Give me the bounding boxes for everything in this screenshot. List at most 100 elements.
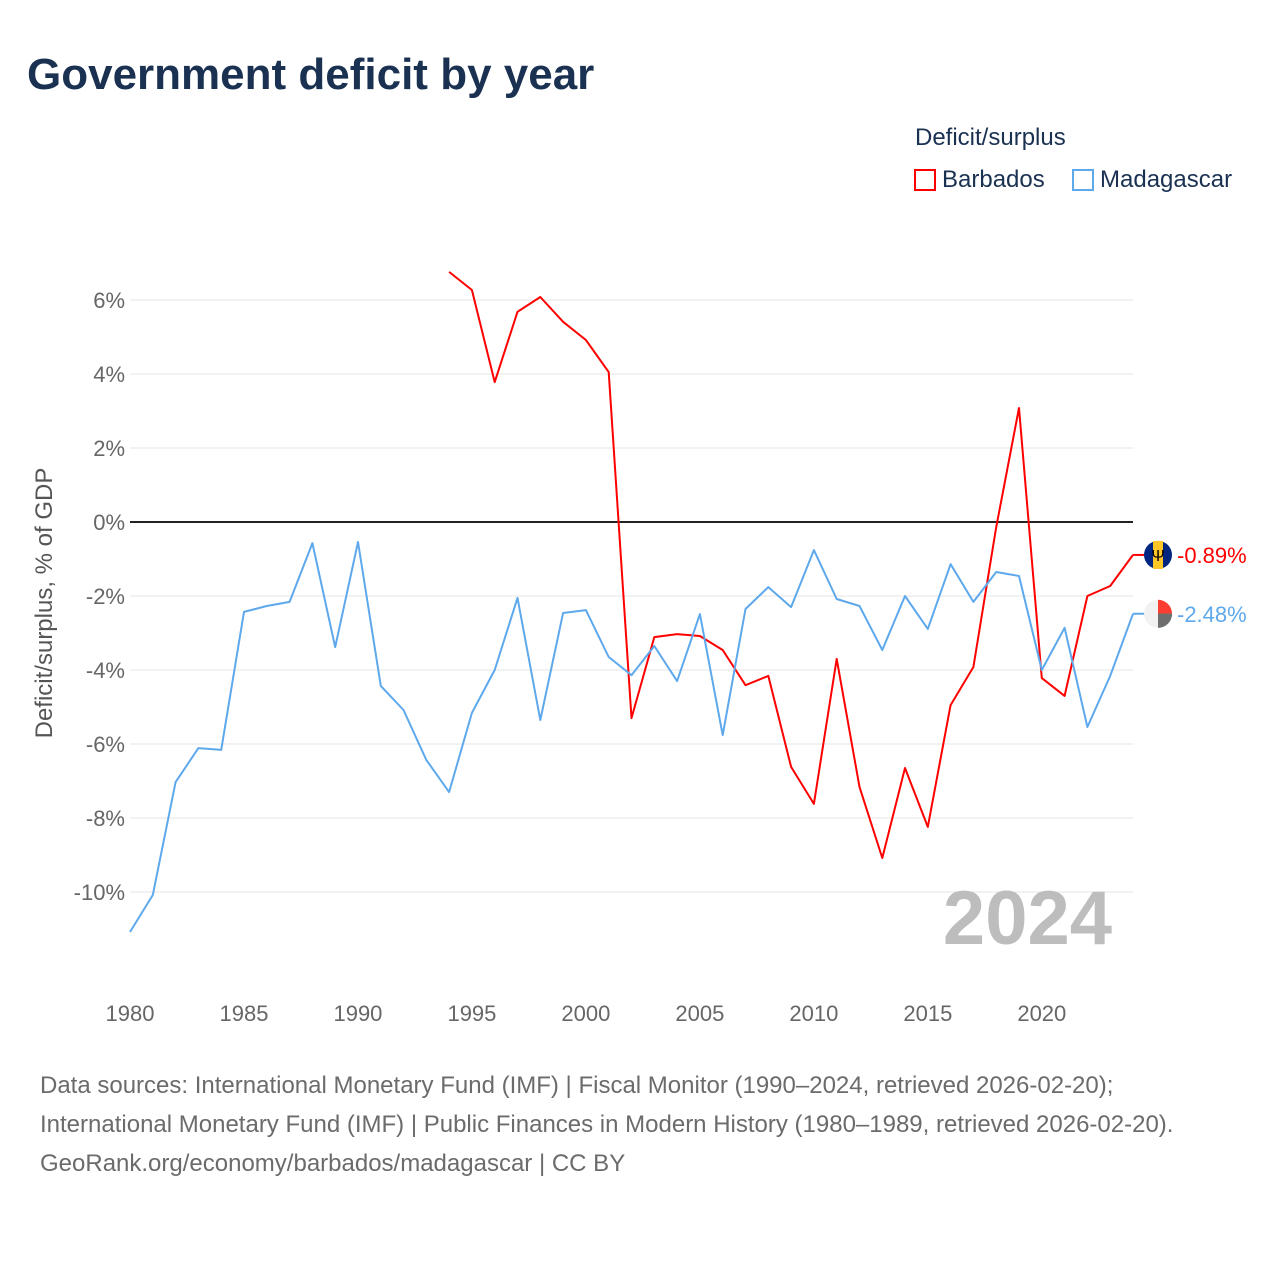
x-tick-label: 2005	[675, 1001, 724, 1026]
y-tick-label: 6%	[93, 288, 125, 313]
data-point	[561, 611, 565, 615]
flag-icon-barbados: Ψ	[1144, 540, 1172, 569]
data-point	[789, 605, 793, 609]
data-point	[561, 320, 565, 324]
data-point	[857, 785, 861, 789]
data-point	[1085, 725, 1089, 729]
data-point	[630, 673, 634, 677]
source-link[interactable]: GeoRank.org/economy/barbados/madagascar …	[40, 1150, 626, 1177]
data-point	[880, 856, 884, 860]
y-tick-label: 4%	[93, 362, 125, 387]
data-point	[1063, 626, 1067, 630]
data-point	[652, 635, 656, 639]
data-point	[424, 758, 428, 762]
data-point	[949, 703, 953, 707]
data-point	[1040, 676, 1044, 680]
legend-title: Deficit/surplus	[915, 124, 1066, 151]
data-point	[994, 525, 998, 529]
data-point	[721, 733, 725, 737]
data-point	[516, 596, 520, 600]
data-point	[151, 893, 155, 897]
data-point	[219, 748, 223, 752]
data-point	[538, 295, 542, 299]
data-point	[698, 634, 702, 638]
data-point	[857, 604, 861, 608]
data-point	[766, 674, 770, 678]
data-point	[835, 597, 839, 601]
data-point	[265, 604, 269, 608]
page-title: Government deficit by year	[27, 50, 595, 99]
data-point	[743, 607, 747, 611]
data-point	[584, 608, 588, 612]
data-point	[812, 802, 816, 806]
series-line-madagascar	[129, 541, 1134, 933]
data-point	[971, 600, 975, 604]
legend-label: Madagascar	[1100, 166, 1233, 193]
data-point	[1108, 584, 1112, 588]
y-tick-label: 2%	[93, 436, 125, 461]
data-point	[1040, 668, 1044, 672]
data-point	[926, 627, 930, 631]
data-point	[493, 668, 497, 672]
data-point	[402, 708, 406, 712]
x-tick-label: 2010	[789, 1001, 838, 1026]
x-tick-label: 2020	[1017, 1001, 1066, 1026]
data-point	[379, 684, 383, 688]
data-point	[675, 632, 679, 636]
legend-swatch	[1072, 169, 1094, 191]
data-point	[196, 746, 200, 750]
legend-item-madagascar[interactable]: Madagascar	[1072, 166, 1232, 194]
data-point	[971, 665, 975, 669]
legend-swatch	[914, 169, 936, 191]
data-point	[447, 270, 451, 274]
data-point	[652, 644, 656, 648]
data-point	[174, 780, 178, 784]
data-point	[607, 370, 611, 374]
data-point	[835, 657, 839, 661]
data-point	[1085, 594, 1089, 598]
data-point	[607, 655, 611, 659]
data-point	[903, 766, 907, 770]
data-point	[698, 612, 702, 616]
data-point	[470, 711, 474, 715]
data-point	[1063, 694, 1067, 698]
svg-text:Ψ: Ψ	[1151, 548, 1164, 565]
data-point	[812, 548, 816, 552]
data-point	[310, 541, 314, 545]
data-point	[288, 600, 292, 604]
x-tick-label: 1980	[106, 1001, 155, 1026]
data-point	[789, 765, 793, 769]
data-point	[949, 562, 953, 566]
data-point	[493, 380, 497, 384]
data-point	[1108, 674, 1112, 678]
data-point	[470, 288, 474, 292]
x-tick-label: 1990	[333, 1001, 382, 1026]
y-tick-label: -6%	[86, 732, 125, 757]
x-tick-label: 2000	[561, 1001, 610, 1026]
data-point	[675, 679, 679, 683]
data-point	[1017, 406, 1021, 410]
y-tick-label: 0%	[93, 510, 125, 535]
data-point	[516, 310, 520, 314]
data-point	[1017, 574, 1021, 578]
data-point	[880, 648, 884, 652]
footer: Data sources: International Monetary Fun…	[40, 1066, 1240, 1183]
legend-item-barbados[interactable]: Barbados	[914, 166, 1045, 194]
data-point	[333, 645, 337, 649]
x-tick-label: 2015	[903, 1001, 952, 1026]
data-point	[766, 585, 770, 589]
x-tick-label: 1995	[447, 1001, 496, 1026]
y-tick-label: -8%	[86, 806, 125, 831]
end-value-label: -0.89%	[1177, 543, 1247, 568]
series-line-barbados	[448, 271, 1134, 859]
data-point	[538, 718, 542, 722]
data-point	[743, 683, 747, 687]
data-point	[584, 338, 588, 342]
data-point	[242, 610, 246, 614]
y-tick-label: -2%	[86, 584, 125, 609]
legend-label: Barbados	[942, 166, 1045, 193]
data-point	[926, 825, 930, 829]
x-tick-label: 1985	[220, 1001, 269, 1026]
